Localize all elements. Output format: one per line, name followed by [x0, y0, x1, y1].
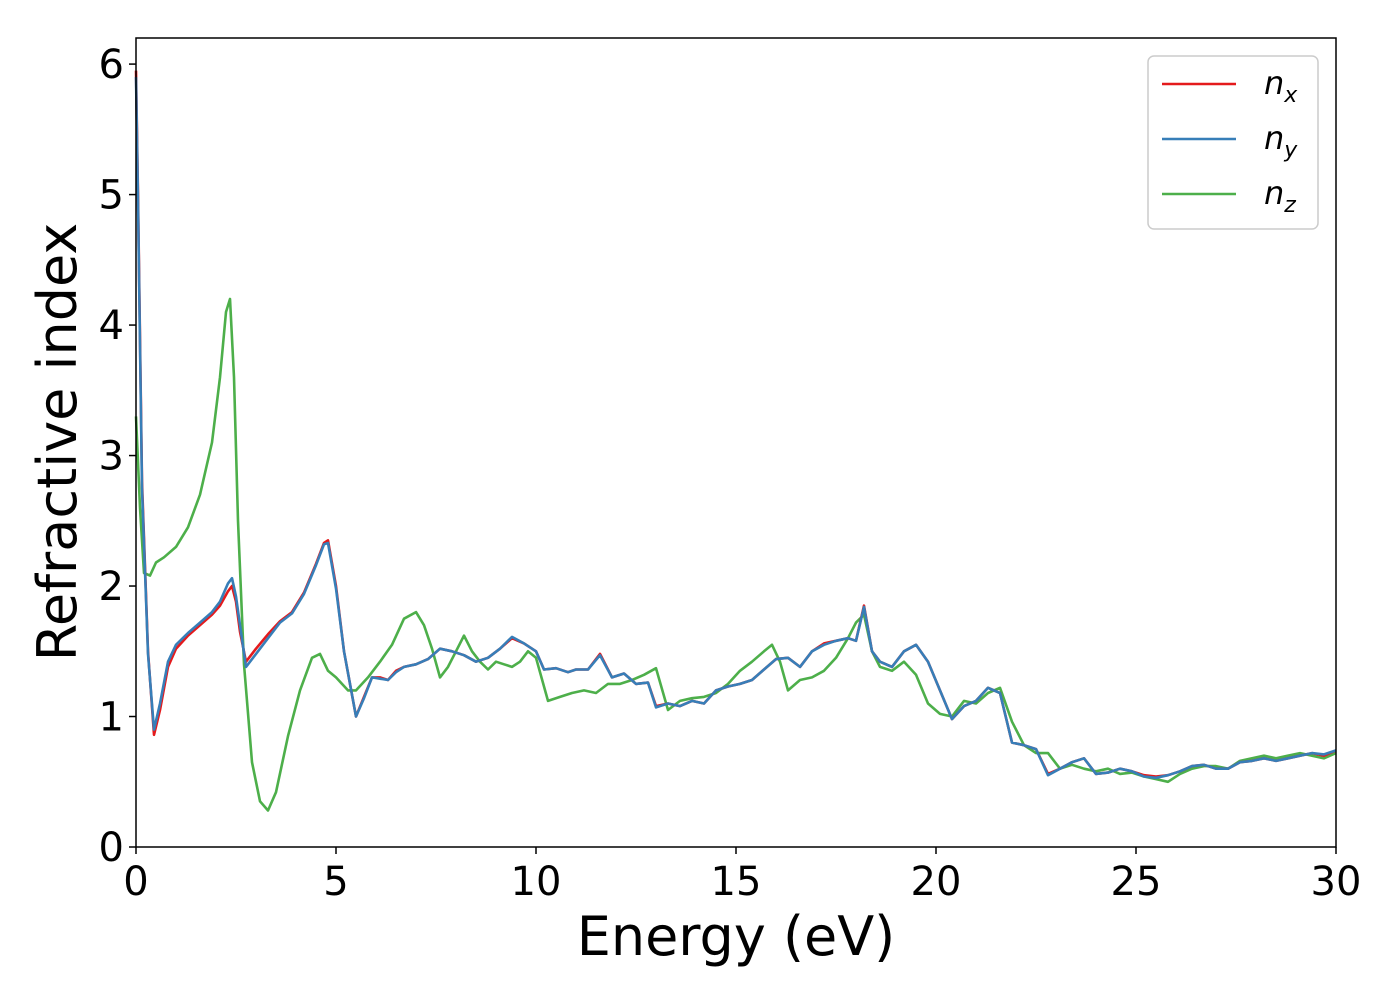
x-tick-label: 15	[711, 859, 762, 905]
x-axis-title: Energy (eV)	[577, 905, 896, 968]
y-axis-title: Refractive index	[26, 223, 89, 662]
y-tick-label: 2	[99, 564, 124, 610]
x-tick-label: 30	[1311, 859, 1362, 905]
y-tick-label: 1	[99, 695, 124, 741]
x-tick-label: 0	[123, 859, 148, 905]
legend-label-x: nx	[1264, 64, 1298, 108]
legend-label-z: nz	[1264, 174, 1296, 218]
x-tick-label: 10	[511, 859, 562, 905]
x-tick-label: 20	[911, 859, 962, 905]
plot-lines	[134, 70, 1337, 812]
y-axis-ticks: 0 1 2 3 4 5 6	[99, 42, 136, 871]
x-tick-label: 25	[1111, 859, 1162, 905]
x-tick-label: 5	[323, 859, 348, 905]
series-line-y	[134, 77, 1337, 780]
series-line-z	[134, 297, 1337, 812]
x-axis-ticks: 0 5 10 15 20 25 30	[123, 847, 1361, 905]
y-tick-label: 3	[99, 434, 124, 480]
legend: nx ny nz	[1147, 55, 1319, 230]
y-tick-label: 5	[99, 173, 124, 219]
y-tick-label: 4	[99, 303, 124, 349]
legend-label-y: ny	[1264, 119, 1298, 163]
y-tick-label: 0	[99, 825, 124, 871]
y-tick-label: 6	[99, 42, 124, 88]
legend-box	[1147, 55, 1319, 230]
